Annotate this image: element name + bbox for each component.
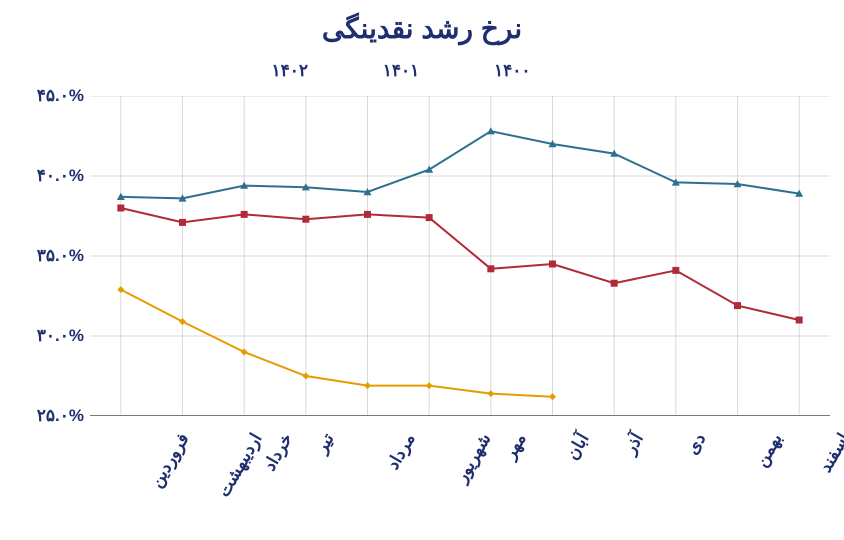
x-tick-label: آذر [620, 430, 648, 458]
x-tick-label: تیر [311, 430, 338, 457]
legend-label-1400: ۱۴۰۰ [494, 61, 531, 81]
x-tick-label: آبان [562, 430, 593, 463]
y-tick-label: ۳۵.۰% [37, 246, 84, 266]
x-tick-label: اردیبهشت [214, 430, 266, 501]
y-tick-label: ۳۰.۰% [37, 326, 84, 346]
y-tick-label: ۴۵.۰% [37, 86, 84, 106]
chart-title: نرخ رشد نقدینگی [0, 12, 844, 45]
y-tick-label: ۴۰.۰% [37, 166, 84, 186]
legend-item-1400: ۱۴۰۰ [494, 61, 573, 81]
legend-label-1401: ۱۴۰۱ [383, 61, 420, 81]
x-tick-label: شهریور [452, 430, 496, 486]
x-tick-label: فروردین [146, 430, 193, 491]
x-tick-label: مرداد [383, 430, 420, 473]
legend-label-1402: ۱۴۰۲ [271, 61, 308, 81]
x-tick-label: خرداد [260, 430, 297, 474]
y-tick-label: ۲۵.۰% [37, 406, 84, 426]
x-tick-label: اسفند [816, 430, 844, 476]
legend-item-1402: ۱۴۰۲ [271, 61, 350, 81]
legend-item-1401: ۱۴۰۱ [383, 61, 462, 81]
x-tick-label: دی [682, 430, 710, 458]
plot-area [90, 96, 830, 416]
plot-svg [90, 96, 830, 416]
legend: ۱۴۰۰ ۱۴۰۱ ۱۴۰۲ [0, 56, 844, 81]
x-tick-label: مهر [500, 430, 530, 463]
chart-container: نرخ رشد نقدینگی ۱۴۰۰ ۱۴۰۱ ۱۴۰۲ ۲۵. [0, 0, 844, 540]
x-tick-label: بهمن [751, 430, 786, 471]
